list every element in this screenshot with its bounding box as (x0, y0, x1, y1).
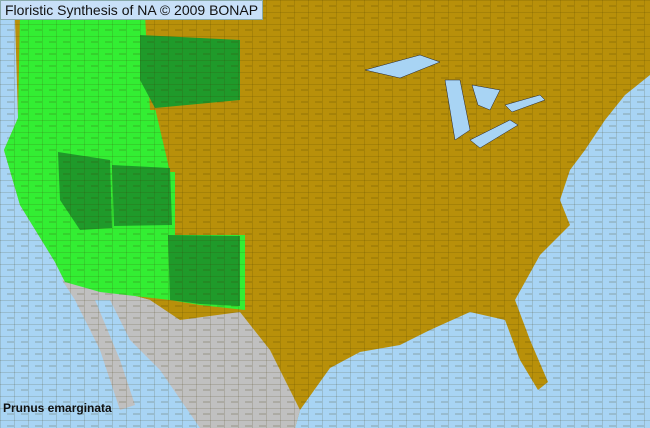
great-lakes (364, 54, 546, 149)
map-title: Floristic Synthesis of NA © 2009 BONAP (0, 0, 264, 20)
species-label: Prunus emarginata (3, 401, 112, 415)
